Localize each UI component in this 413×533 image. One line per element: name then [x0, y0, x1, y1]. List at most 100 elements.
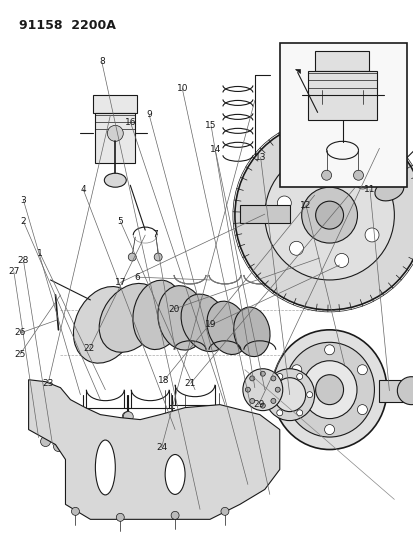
Ellipse shape	[157, 286, 206, 350]
Ellipse shape	[315, 375, 343, 405]
Text: 1: 1	[37, 249, 43, 258]
Text: 12: 12	[299, 201, 311, 210]
Circle shape	[245, 387, 250, 392]
Text: 5: 5	[117, 217, 123, 226]
Bar	[314, 51, 368, 70]
Circle shape	[270, 399, 275, 403]
Circle shape	[356, 405, 366, 415]
Circle shape	[324, 345, 334, 355]
Text: 23: 23	[43, 379, 54, 388]
Circle shape	[78, 411, 88, 422]
Circle shape	[364, 228, 378, 242]
Ellipse shape	[99, 284, 161, 352]
Text: 9: 9	[146, 110, 152, 119]
Circle shape	[276, 410, 282, 416]
Text: 20: 20	[168, 304, 179, 313]
Circle shape	[260, 371, 265, 376]
Text: 18: 18	[157, 376, 169, 385]
Bar	[378, 379, 413, 402]
Text: 6: 6	[134, 273, 140, 281]
Circle shape	[306, 392, 312, 398]
Ellipse shape	[284, 342, 373, 437]
Circle shape	[123, 411, 133, 422]
Polygon shape	[28, 379, 279, 519]
Circle shape	[315, 201, 343, 229]
Circle shape	[221, 507, 228, 515]
Circle shape	[122, 411, 132, 422]
Circle shape	[128, 253, 136, 261]
Text: 21: 21	[184, 379, 196, 388]
Circle shape	[355, 175, 369, 189]
Circle shape	[291, 405, 301, 415]
Bar	[307, 70, 377, 120]
Ellipse shape	[104, 173, 126, 187]
Bar	[279, 43, 406, 187]
Text: 15: 15	[205, 121, 216, 130]
Text: 28: 28	[18, 256, 29, 264]
Circle shape	[160, 437, 170, 447]
Circle shape	[154, 253, 162, 261]
Ellipse shape	[133, 280, 183, 350]
Text: 13: 13	[254, 153, 266, 162]
Polygon shape	[294, 69, 299, 72]
Text: 4: 4	[80, 185, 86, 194]
Ellipse shape	[264, 369, 314, 421]
Text: 22: 22	[83, 344, 95, 353]
Ellipse shape	[180, 294, 228, 352]
Circle shape	[107, 125, 123, 141]
Circle shape	[53, 441, 63, 451]
Circle shape	[276, 374, 282, 379]
Circle shape	[249, 399, 254, 403]
Ellipse shape	[165, 455, 185, 495]
Text: 3: 3	[21, 196, 26, 205]
Ellipse shape	[374, 180, 403, 201]
Circle shape	[356, 365, 366, 375]
Circle shape	[289, 241, 303, 255]
Circle shape	[324, 425, 334, 434]
Text: 11: 11	[363, 185, 375, 194]
Circle shape	[334, 253, 348, 268]
Circle shape	[260, 403, 265, 408]
Text: 29: 29	[252, 400, 263, 409]
Bar	[239, 205, 289, 223]
Text: 14: 14	[209, 145, 221, 154]
Ellipse shape	[242, 369, 282, 410]
Text: 17: 17	[114, 278, 126, 287]
Text: 19: 19	[205, 320, 216, 329]
Text: 2: 2	[21, 217, 26, 226]
Ellipse shape	[233, 307, 269, 357]
Text: 16: 16	[125, 118, 136, 127]
Ellipse shape	[272, 330, 386, 449]
Text: 26: 26	[15, 328, 26, 337]
Circle shape	[116, 513, 124, 521]
Text: 7: 7	[152, 230, 158, 239]
Circle shape	[321, 170, 331, 180]
Circle shape	[296, 374, 302, 379]
Circle shape	[266, 392, 272, 398]
Circle shape	[40, 437, 50, 447]
Circle shape	[249, 376, 254, 381]
Circle shape	[396, 377, 413, 405]
Ellipse shape	[301, 361, 356, 418]
Circle shape	[296, 410, 302, 416]
Circle shape	[180, 441, 190, 451]
Ellipse shape	[273, 378, 305, 411]
Circle shape	[353, 170, 363, 180]
Text: 27: 27	[8, 268, 19, 276]
Bar	[93, 95, 137, 114]
Circle shape	[167, 411, 177, 422]
Text: 8: 8	[99, 58, 104, 66]
Ellipse shape	[95, 440, 115, 495]
Text: 25: 25	[14, 350, 26, 359]
Ellipse shape	[73, 287, 137, 363]
Bar	[95, 114, 135, 163]
Circle shape	[234, 120, 413, 310]
Circle shape	[291, 365, 301, 375]
Circle shape	[264, 150, 394, 280]
Circle shape	[275, 387, 280, 392]
Circle shape	[71, 507, 79, 515]
Ellipse shape	[206, 301, 248, 354]
Circle shape	[270, 376, 275, 381]
Circle shape	[171, 511, 179, 519]
Circle shape	[277, 196, 291, 210]
